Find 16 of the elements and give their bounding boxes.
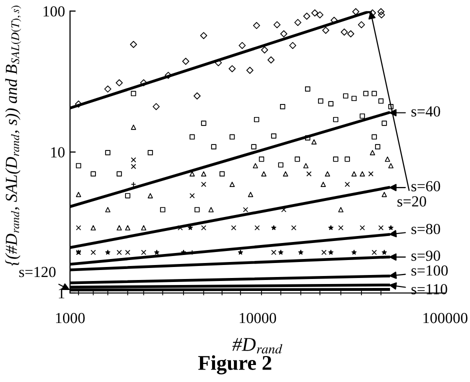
x-tick-label: 1000 [56, 312, 85, 324]
legend-label: s=40 [411, 106, 440, 117]
legend-label: s=60 [411, 181, 440, 192]
text: s=20 [397, 196, 426, 207]
legend-label: s=100 [411, 265, 448, 276]
y-tick-label: 100 [44, 6, 65, 17]
y-tick-label: 10 [51, 147, 65, 158]
caption: Figure 2 [198, 355, 272, 374]
legend-label: s=90 [411, 250, 440, 261]
x-tick-label: 100000 [424, 312, 468, 324]
x-axis-title: #D$_{rand}$ [232, 338, 282, 354]
x-tick-label: 10000 [240, 312, 276, 324]
series-label: s=120 [19, 266, 56, 278]
legend-label: s=80 [411, 224, 440, 234]
y-axis-title: {(#D$_{rand}$, SAL(D$_{rand}$, s)) and B$_{SAL(D(T),s)}$ [5, 6, 22, 266]
y-tick-label: 1 [58, 288, 64, 298]
